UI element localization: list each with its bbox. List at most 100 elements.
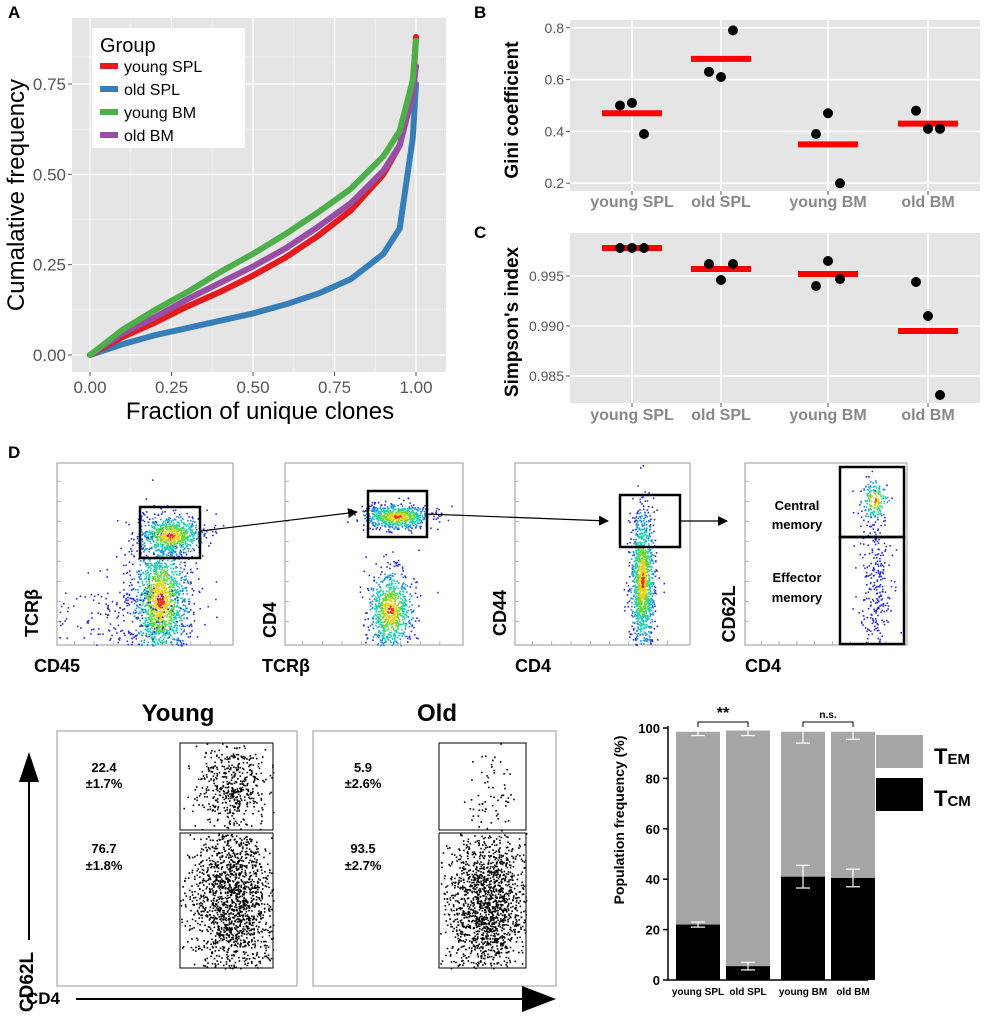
flow-event: [421, 516, 424, 519]
flow-event: [645, 534, 647, 537]
flow-event: [390, 607, 392, 610]
flow-event: [150, 637, 153, 639]
flow-event: [80, 627, 82, 629]
flow-event: [641, 502, 643, 505]
flow-event: [438, 508, 440, 511]
flow-event: [411, 604, 413, 606]
flow-event: [156, 563, 159, 565]
flow-event: [193, 549, 195, 552]
flow-event: [404, 576, 407, 579]
flow-event: [389, 518, 392, 521]
flow-event: [392, 634, 395, 637]
flow-event: [152, 539, 154, 542]
flow-event: [646, 555, 648, 558]
flow-event: [649, 561, 652, 563]
flow-event: [159, 535, 162, 538]
flow-event: [381, 634, 384, 637]
flow-event: [152, 592, 155, 594]
flow-event: [396, 523, 398, 526]
flow-event: [371, 603, 373, 606]
flow-event: [347, 521, 349, 523]
flow-event: [378, 631, 380, 634]
flow-event: [179, 553, 182, 556]
flow-event: [648, 544, 650, 547]
flow-event: [158, 566, 161, 569]
flow-event: [153, 551, 155, 554]
flow-event: [407, 609, 410, 612]
flow-event: [413, 516, 415, 518]
flow-event: [394, 598, 397, 601]
flow-event: [145, 596, 148, 598]
flow-event: [649, 640, 652, 643]
flow-event: [175, 554, 178, 556]
flow-event: [637, 618, 639, 620]
flow-event: [377, 604, 380, 607]
flow-event: [164, 570, 166, 573]
flow-event: [150, 572, 152, 575]
flow-event: [172, 630, 175, 633]
flow-event: [192, 535, 194, 538]
flow-event: [363, 524, 365, 526]
flow-event: [394, 596, 397, 599]
flow-event: [147, 533, 150, 536]
flow-event: [396, 522, 399, 525]
flow-event: [642, 585, 645, 588]
flow-event: [143, 597, 146, 600]
flow-event: [372, 600, 374, 603]
flow-event: [162, 550, 164, 553]
flow-event: [199, 607, 202, 610]
panel-a-legend: Group young SPL old SPL young BM old BM: [92, 28, 245, 148]
flow-gating-plots: [56, 462, 908, 647]
flow-event: [377, 636, 380, 639]
flow-event: [635, 574, 638, 576]
panel-a-lines: [87, 34, 419, 358]
flow-event: [158, 623, 161, 626]
flow-event: [157, 621, 160, 624]
flow-event: [159, 550, 162, 552]
x-tick-label: old SPL: [691, 194, 751, 211]
flow-event: [654, 555, 657, 557]
flow-event: [97, 593, 100, 596]
flow-event: [375, 606, 378, 608]
flow-event: [368, 521, 371, 524]
flow-event: [90, 633, 92, 635]
flow-event: [115, 556, 118, 558]
flow-event: [412, 610, 415, 613]
flow-event: [147, 567, 150, 569]
flow-event: [402, 602, 404, 604]
flow-event: [653, 570, 656, 573]
flow-event: [162, 522, 164, 525]
flow-event: [398, 516, 400, 519]
flow-event: [185, 590, 188, 592]
flow-event: [123, 620, 125, 622]
flow-event: [628, 590, 630, 592]
flow-event: [440, 512, 443, 515]
flow-event: [388, 516, 391, 519]
flow-event: [396, 621, 399, 624]
flow-event: [648, 563, 650, 566]
flow-event: [143, 520, 146, 523]
flow-event: [392, 627, 395, 630]
flow-event: [366, 612, 368, 614]
flow-event: [162, 616, 165, 619]
flow-event: [173, 631, 175, 634]
flow-event: [131, 641, 134, 644]
flow-event: [97, 612, 100, 614]
y-tick-label: 0.75: [33, 75, 66, 94]
flow-event: [162, 579, 165, 581]
flow-event: [390, 635, 393, 637]
flow-event: [423, 518, 425, 521]
flow-event: [356, 520, 359, 522]
flow-event: [170, 550, 172, 552]
flow-event: [164, 603, 167, 605]
flow-event: [150, 608, 152, 610]
flow-event: [152, 625, 154, 628]
flow-event: [643, 602, 646, 605]
flow-event: [192, 525, 194, 527]
flow-event: [139, 625, 141, 628]
flow-event: [404, 626, 407, 628]
flow-event: [649, 586, 651, 588]
flow-event: [387, 633, 390, 636]
flow-event: [158, 603, 161, 606]
